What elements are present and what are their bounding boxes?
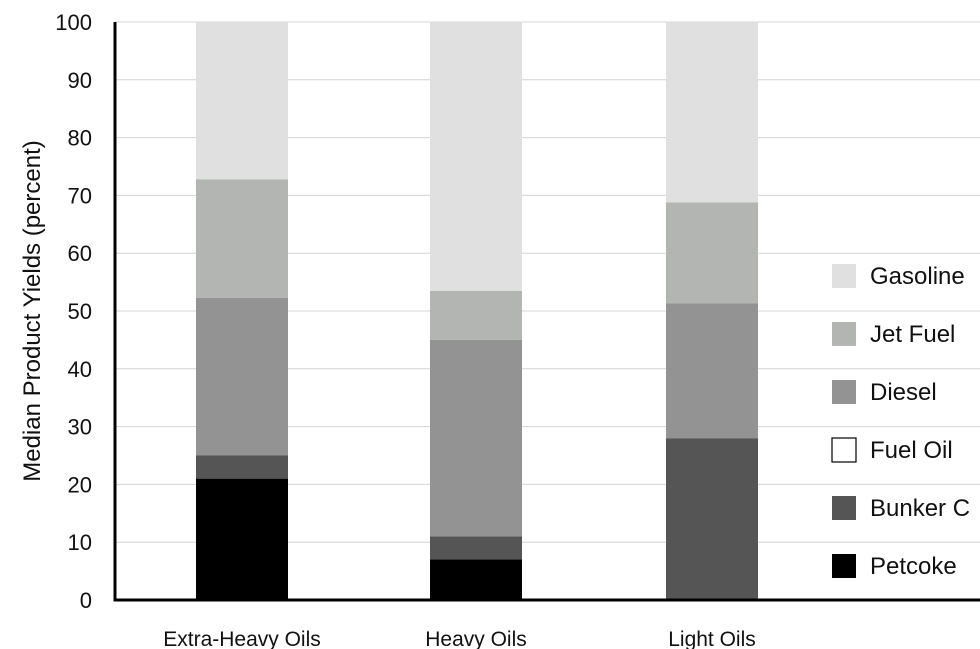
- y-tick-label: 30: [68, 415, 92, 440]
- x-category-labels: Extra-Heavy Oils Heavy Oils Light Oils: [163, 628, 756, 649]
- legend-label: Jet Fuel: [870, 321, 955, 348]
- legend-swatch: [831, 437, 857, 463]
- bar-stack: [196, 22, 288, 600]
- legend-item: Fuel Oil: [831, 437, 953, 464]
- y-tick-label: 80: [68, 126, 92, 151]
- bar-segment: [430, 22, 522, 291]
- legend-item: Petcoke: [832, 553, 957, 580]
- bar-segment: [666, 22, 758, 203]
- y-tick-label: 50: [68, 299, 92, 324]
- y-tick-label: 0: [80, 588, 92, 613]
- legend-label: Diesel: [870, 379, 937, 406]
- legend-swatch: [832, 322, 856, 346]
- legend-label: Bunker C: [870, 495, 970, 522]
- legend-item: Bunker C: [832, 495, 970, 522]
- y-tick-label: 20: [68, 472, 92, 497]
- y-tick-label: 60: [68, 241, 92, 266]
- x-category-label: Extra-Heavy Oils: [163, 628, 321, 649]
- bar-segment: [196, 478, 288, 600]
- legend-label: Petcoke: [870, 553, 957, 580]
- x-category-label: Heavy Oils: [425, 628, 527, 649]
- legend-item: Diesel: [832, 379, 937, 406]
- bar-segment: [196, 297, 288, 456]
- legend-label: Fuel Oil: [870, 437, 953, 464]
- y-tick-label: 90: [68, 68, 92, 93]
- bar-segment: [430, 290, 522, 340]
- y-tick-label: 70: [68, 183, 92, 208]
- bar-segment: [430, 559, 522, 600]
- legend-swatch: [832, 380, 856, 404]
- bars: [196, 22, 758, 600]
- bar-segment: [196, 179, 288, 298]
- bar-segment: [430, 536, 522, 560]
- bar-segment: [666, 303, 758, 439]
- bar-stack: [430, 22, 522, 600]
- legend-label: Gasoline: [870, 263, 965, 290]
- y-tick-label: 40: [68, 357, 92, 382]
- bar-segment: [666, 202, 758, 304]
- legend-swatch: [832, 554, 856, 578]
- y-axis-label: Median Product Yields (percent): [19, 140, 46, 482]
- axes: [113, 22, 980, 602]
- bar-segment: [666, 438, 758, 600]
- legend-item: Gasoline: [832, 263, 965, 290]
- legend-item: Jet Fuel: [832, 321, 955, 348]
- y-tick-labels: 0 10 20 30 40 50 60 70 80 90 100: [55, 10, 92, 613]
- bar-segment: [430, 339, 522, 537]
- bar-segment: [196, 22, 288, 180]
- y-tick-label: 10: [68, 530, 92, 555]
- legend-swatch: [832, 496, 856, 520]
- legend: Gasoline Jet Fuel Diesel Fuel Oil Bunker C Pe…: [831, 263, 970, 580]
- bar-segment: [196, 455, 288, 479]
- y-tick-label: 100: [55, 10, 92, 35]
- x-category-label: Light Oils: [668, 628, 756, 649]
- legend-swatch: [832, 264, 856, 288]
- bar-stack: [666, 22, 758, 600]
